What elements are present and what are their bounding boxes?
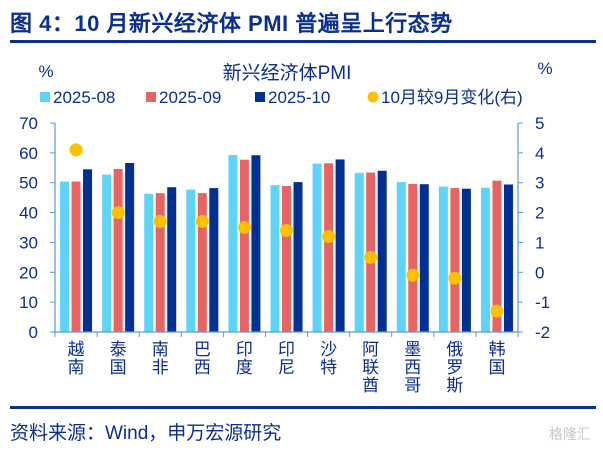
change-dot [364,250,378,264]
y-tick-label-right: -2 [535,323,550,342]
bar-2025-08 [396,182,406,332]
bar-2025-08 [354,172,364,332]
bar-2025-09 [155,193,165,332]
category-label: 沙特 [320,340,337,378]
change-dot [69,143,83,157]
y-tick-label-left: 60 [19,144,38,163]
y-tick-label-left: 20 [19,263,38,282]
watermark: 格隆汇 [549,426,591,442]
category-label: 南非 [152,340,169,378]
change-dot [153,215,167,229]
bar-2025-09 [71,181,81,332]
bar-2025-10 [419,184,429,332]
y-tick-label-right: 5 [535,114,544,133]
source-rule [10,406,596,409]
axes: 0 10 20 30 40 50 60 70 -2 -1 0 1 2 3 4 5 [19,114,550,342]
title-rule [10,40,596,43]
change-dot [111,206,125,220]
category-label: 墨西哥 [404,340,421,396]
y-axis-label-right: % [537,59,552,78]
bar-2025-10 [251,155,261,332]
bar-2025-09 [408,183,418,332]
bar-2025-08 [270,185,280,332]
legend-label: 10月较9月变化(右) [381,88,523,107]
y-tick-label-left: 0 [29,323,38,342]
bar-2025-10 [461,188,471,332]
bar-2025-08 [312,163,322,332]
bar-2025-09 [492,180,502,332]
legend-label: 2025-10 [268,88,330,107]
bar-2025-10 [167,187,177,332]
y-tick-label-left: 40 [19,204,38,223]
category-label: 巴西 [194,340,211,378]
category-label: 印尼 [278,340,295,378]
bar-2025-09 [450,188,460,332]
change-dot [237,221,251,234]
y-tick-label-right: 1 [535,233,544,252]
figure-title: 图 4：10 月新兴经济体 PMI 普遍呈上行态势 [10,11,453,36]
y-tick-label-left: 50 [19,174,38,193]
bar-2025-10 [293,182,303,332]
y-tick-label-left: 70 [19,114,38,133]
category-label: 阿联酋 [362,340,379,396]
y-tick-label-right: 3 [535,174,544,193]
bar-2025-08 [102,174,112,332]
legend-swatch [255,92,265,102]
bar-2025-08 [480,187,490,332]
change-dots [69,143,504,318]
legend-swatch [146,92,156,102]
category-label: 俄罗斯 [446,340,463,396]
bars [60,154,513,332]
change-dot [448,271,462,285]
category-label: 泰国 [110,340,127,378]
bar-2025-10 [335,159,345,332]
change-dot [195,215,209,229]
change-dot [280,223,293,237]
category-label: 韩国 [488,340,505,378]
bar-2025-10 [83,169,93,332]
change-dot [322,229,336,243]
bar-2025-10 [503,184,513,332]
legend: 2025-08 2025-09 2025-10 10月较9月变化(右) [40,88,523,107]
y-tick-label-right: -1 [535,293,550,312]
bar-2025-09 [282,185,291,332]
bar-2025-09 [324,163,334,332]
chart-title: 新兴经济体PMI [223,62,352,84]
legend-label: 2025-09 [159,88,221,107]
legend-label: 2025-08 [53,88,115,107]
y-tick-label-left: 10 [19,293,38,312]
bar-2025-08 [144,193,154,332]
bar-2025-09 [239,159,249,332]
y-tick-label-right: 4 [535,144,544,163]
change-dot [490,304,504,318]
bar-2025-09 [113,168,123,332]
y-tick-label-right: 2 [535,204,544,223]
y-axis-label-left: % [38,62,53,81]
y-tick-label-left: 30 [19,233,38,252]
category-label: 印度 [236,340,253,378]
bar-2025-08 [186,189,196,332]
source-note: 资料来源：Wind，申万宏源研究 [10,423,282,444]
bar-2025-08 [228,154,238,332]
legend-swatch [367,91,379,103]
y-tick-label-right: 0 [535,263,544,282]
legend-swatch [40,92,50,102]
change-dot [406,268,420,282]
bar-2025-09 [197,193,207,332]
bar-2025-08 [60,181,70,332]
bar-2025-10 [209,188,219,332]
bar-2025-10 [125,163,135,332]
bar-2025-10 [377,170,387,332]
bar-2025-08 [438,186,448,332]
category-label: 越南 [68,340,85,378]
